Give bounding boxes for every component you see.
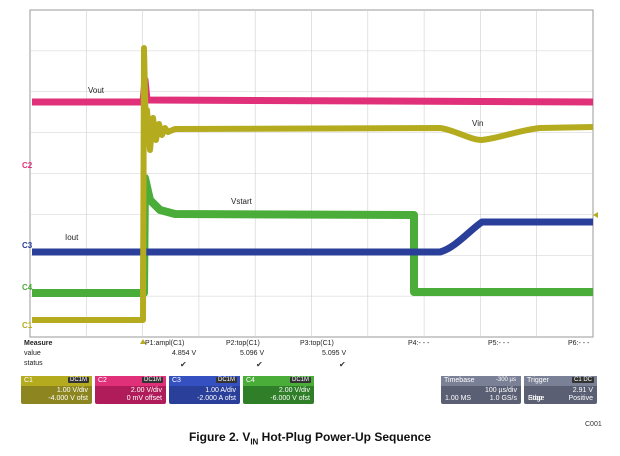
trigger-level: 2.91 V — [572, 387, 593, 394]
coupling-badge: DC1M — [141, 377, 163, 383]
timebase-box[interactable]: Timebase -300 µs 100 µs/div 1.00 MS 1.0 G… — [441, 376, 521, 404]
timebase-delay: -300 µs — [495, 377, 516, 383]
measure-header: Measure — [24, 340, 53, 347]
coupling-badge: DC1M — [289, 377, 311, 383]
trace-label-vstart: Vstart — [231, 197, 252, 206]
caption-prefix: Figure 2. V — [188, 430, 251, 444]
vertical-scale: 1.00 A/div — [205, 387, 236, 394]
trigger-label: Trigger — [527, 377, 549, 384]
vertical-offset: -6.000 V ofst — [270, 395, 310, 402]
vertical-scale: 1.00 V/div — [56, 387, 88, 394]
vertical-offset: -2.000 A ofst — [197, 395, 236, 402]
channel-tag: C1 — [24, 377, 33, 384]
channel-marker-c2: C2 — [22, 161, 33, 170]
channel-box-c3[interactable]: C3 DC1M 1.00 A/div -2.000 A ofst — [169, 376, 240, 404]
channel-tag: C3 — [172, 377, 181, 384]
caption-subscript: IN — [250, 437, 259, 447]
channel-tag: C2 — [98, 377, 107, 384]
trigger-slope: Positive — [568, 395, 593, 402]
measure-value-label: value — [24, 350, 41, 357]
coupling-badge: DC1M — [67, 377, 89, 383]
channel-tag: C4 — [246, 377, 255, 384]
trace-vin — [32, 45, 594, 323]
vertical-offset: 0 mV offset — [126, 395, 162, 402]
measure-col-name[interactable]: P2:top(C1) — [226, 340, 260, 347]
measure-status-label: status — [24, 360, 43, 367]
timebase-samples: 1.00 MS — [445, 395, 472, 402]
channel-box-c1[interactable]: C1 DC1M 1.00 V/div -4.000 V ofst — [21, 376, 92, 404]
vertical-scale: 2.00 V/div — [130, 387, 162, 394]
coupling-badge: DC1M — [215, 377, 237, 383]
measure-col-name[interactable]: P1:ampl(C1) — [145, 340, 185, 347]
measure-col-name[interactable]: P4:- - - — [408, 340, 430, 347]
trace-iout — [32, 218, 593, 256]
measure-col-value: 5.095 V — [322, 350, 347, 357]
vertical-offset: -4.000 V ofst — [48, 395, 88, 402]
status-check-icon: ✔ — [339, 360, 346, 369]
channel-marker-c3: C3 — [22, 241, 33, 250]
figure-caption: Figure 2. VIN Hot-Plug Power-Up Sequence — [0, 430, 620, 446]
figure-code: C001 — [585, 421, 602, 428]
trace-label-iout: Iout — [65, 233, 79, 242]
measure-col-name[interactable]: P3:top(C1) — [300, 340, 334, 347]
timebase-div: 100 µs/div — [484, 387, 517, 394]
trigger-box[interactable]: Trigger C1 DC 2.91 V Stop Positive Edge — [524, 376, 597, 404]
status-check-icon: ✔ — [180, 360, 187, 369]
channel-box-c4[interactable]: C4 DC1M 2.00 V/div -6.000 V ofst — [243, 376, 314, 404]
trace-label-vin: Vin — [472, 119, 484, 128]
timebase-label: Timebase — [444, 377, 475, 384]
trigger-type-label: Edge — [528, 395, 545, 402]
measure-col-value: 5.096 V — [240, 350, 265, 357]
channel-marker-c1: C1 — [22, 321, 33, 330]
caption-suffix: Hot-Plug Power-Up Sequence — [258, 430, 432, 444]
trigger-position-marker — [140, 339, 146, 344]
channel-marker-c4: C4 — [22, 283, 33, 292]
oscilloscope-display — [29, 9, 598, 344]
trace-label-vout: Vout — [88, 86, 105, 95]
trigger-source-badge: C1 DC — [571, 377, 594, 383]
measure-col-name[interactable]: P5:- - - — [488, 340, 510, 347]
trigger-level-marker — [593, 212, 598, 218]
waveforms — [32, 45, 594, 323]
status-check-icon: ✔ — [256, 360, 263, 369]
vertical-scale: 2.00 V/div — [278, 387, 310, 394]
trigger-mode: Stop — [528, 395, 543, 402]
channel-box-c2[interactable]: C2 DC1M 2.00 V/div 0 mV offset — [95, 376, 166, 404]
measure-col-value: 4.854 V — [172, 350, 197, 357]
timebase-rate: 1.0 GS/s — [489, 395, 517, 402]
measure-col-name[interactable]: P6:- - - — [568, 340, 590, 347]
grid — [30, 10, 593, 337]
